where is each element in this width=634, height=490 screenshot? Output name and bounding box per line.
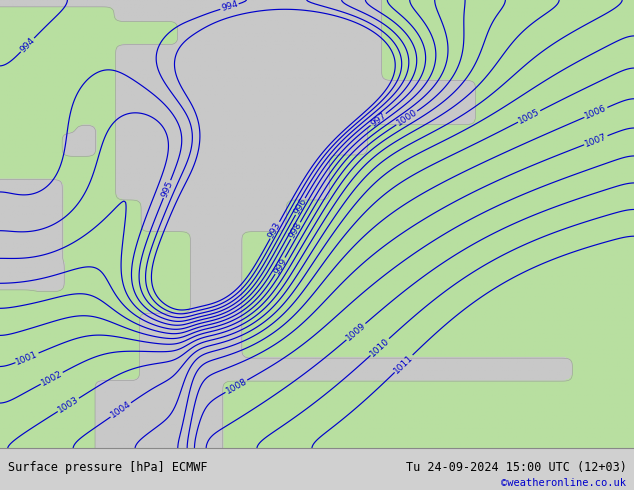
Text: 997: 997 [368,111,388,128]
Text: 996: 996 [292,197,309,216]
Text: 993: 993 [267,220,283,240]
Text: 999: 999 [272,256,288,275]
Text: 1001: 1001 [15,349,39,367]
Text: 995: 995 [160,179,174,199]
Text: Surface pressure [hPa] ECMWF: Surface pressure [hPa] ECMWF [8,461,207,474]
Text: 994: 994 [18,36,37,54]
Text: Tu 24-09-2024 15:00 UTC (12+03): Tu 24-09-2024 15:00 UTC (12+03) [406,461,626,474]
Text: 1008: 1008 [224,377,249,396]
Text: 1003: 1003 [56,395,81,415]
Text: 1004: 1004 [109,400,133,420]
Text: 1006: 1006 [583,104,608,121]
Text: 1002: 1002 [39,369,64,388]
Text: ©weatheronline.co.uk: ©weatheronline.co.uk [501,478,626,488]
Text: 1005: 1005 [517,107,541,126]
Text: 994: 994 [220,0,239,13]
Text: 998: 998 [287,221,304,241]
Text: 1010: 1010 [368,336,391,358]
Text: 1009: 1009 [344,321,368,343]
Text: 1011: 1011 [392,352,415,375]
Text: 1000: 1000 [395,108,419,128]
Text: 1007: 1007 [583,132,608,148]
